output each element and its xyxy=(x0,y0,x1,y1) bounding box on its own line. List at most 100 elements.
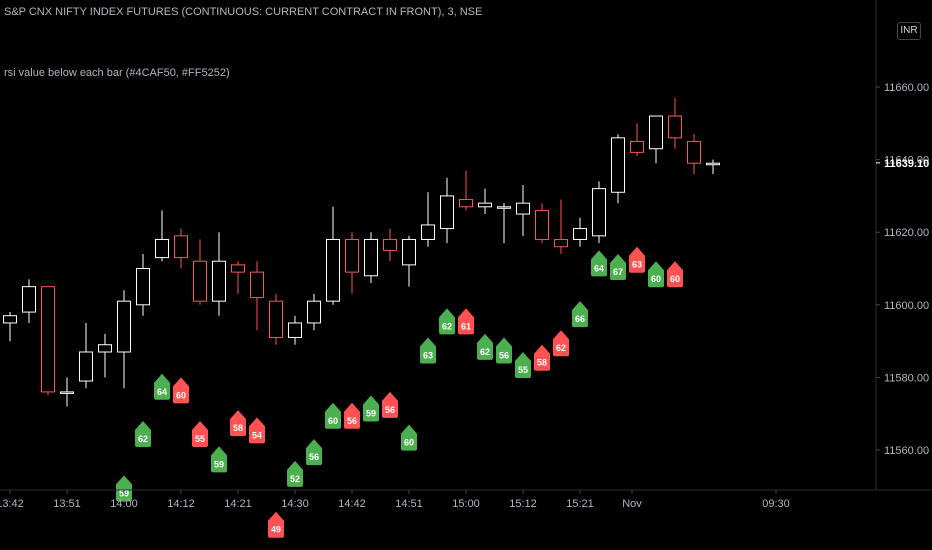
rsi-label-value: 59 xyxy=(214,459,224,469)
candle-body xyxy=(231,264,245,273)
rsi-label-shape xyxy=(420,337,436,364)
candle xyxy=(212,232,226,316)
candle-body xyxy=(117,300,131,353)
rsi-label-shape xyxy=(401,424,417,451)
candle-body xyxy=(288,322,302,338)
rsi-label: 62 xyxy=(553,330,569,357)
candle xyxy=(497,203,511,244)
candle-body xyxy=(345,238,359,273)
candle xyxy=(155,210,169,262)
rsi-label-shape xyxy=(249,417,265,444)
rsi-label-value: 56 xyxy=(385,405,395,415)
rsi-label: 63 xyxy=(629,246,645,273)
candle-body xyxy=(497,206,511,209)
candle-body xyxy=(326,238,340,302)
rsi-label-shape xyxy=(325,402,341,429)
candle-body xyxy=(687,140,701,164)
candle xyxy=(288,315,302,345)
candle-body xyxy=(630,140,644,153)
candle-body xyxy=(307,300,321,324)
rsi-label-value: 60 xyxy=(670,274,680,284)
rsi-label: 59 xyxy=(211,446,227,473)
rsi-label-value: 49 xyxy=(271,525,281,535)
rsi-label: 62 xyxy=(439,308,455,335)
time-tick-label: 13:42 xyxy=(0,498,24,510)
candle xyxy=(383,228,397,262)
price-axis[interactable]: 11560.00 11580.00 11600.00 11620.00 11640.00… xyxy=(876,82,929,457)
rsi-label: 64 xyxy=(154,373,170,400)
candle xyxy=(554,199,568,254)
candle xyxy=(231,261,245,294)
time-tick-label: 13:51 xyxy=(53,498,81,510)
chart-title: S&P CNX NIFTY INDEX FUTURES (CONTINUOUS:… xyxy=(4,6,483,18)
candle-body xyxy=(459,199,473,208)
candle-body xyxy=(478,202,492,208)
rsi-label-shape xyxy=(667,261,683,288)
rsi-label-shape xyxy=(458,308,474,335)
candle-body xyxy=(516,202,530,215)
rsi-label-shape xyxy=(344,402,360,429)
candle xyxy=(611,134,625,204)
rsi-label-shape xyxy=(116,475,132,502)
candle xyxy=(269,293,283,345)
candle xyxy=(706,159,720,175)
rsi-label-value: 55 xyxy=(195,434,205,444)
candle xyxy=(307,293,321,331)
rsi-label: 56 xyxy=(344,402,360,429)
rsi-label-value: 56 xyxy=(499,350,509,360)
price-tick-label: 11600.00 xyxy=(884,300,929,312)
time-tick-label: 14:00 xyxy=(110,498,138,510)
candle-body xyxy=(250,271,264,299)
candle xyxy=(250,261,264,331)
time-tick-label: 14:30 xyxy=(281,498,309,510)
candle-body xyxy=(611,137,625,193)
rsi-label-value: 62 xyxy=(480,347,490,357)
currency-button[interactable]: INR xyxy=(897,22,921,40)
rsi-label-shape xyxy=(629,246,645,273)
candle-body xyxy=(98,344,112,353)
candle xyxy=(41,286,55,396)
candle xyxy=(421,192,435,247)
rsi-label-shape xyxy=(192,420,208,447)
candle xyxy=(402,235,416,287)
candle-body xyxy=(212,260,226,302)
last-price-label: 11639.10 xyxy=(884,158,929,170)
candle-body xyxy=(402,238,416,266)
rsi-label-value: 64 xyxy=(157,387,167,397)
rsi-label-shape xyxy=(287,460,303,487)
candle-body xyxy=(573,228,587,240)
rsi-label: 55 xyxy=(515,351,531,378)
price-tick-label: 11560.00 xyxy=(884,445,929,457)
candle-body xyxy=(41,286,55,393)
rsi-label-shape xyxy=(154,373,170,400)
candle xyxy=(22,279,36,323)
candle-body xyxy=(22,286,36,313)
time-tick-label: 09:30 xyxy=(762,498,790,510)
candle-body xyxy=(440,195,454,230)
candle-body xyxy=(60,391,74,394)
rsi-label-value: 66 xyxy=(575,314,585,324)
candle xyxy=(364,232,378,284)
candle xyxy=(573,217,587,247)
rsi-label: 56 xyxy=(306,439,322,466)
rsi-label-value: 56 xyxy=(347,416,357,426)
candle-body xyxy=(554,238,568,248)
candle-body xyxy=(535,209,549,240)
rsi-label-shape xyxy=(648,261,664,288)
price-tick-label: 11580.00 xyxy=(884,372,929,384)
candle xyxy=(174,228,188,269)
rsi-label-value: 67 xyxy=(613,267,623,277)
rsi-label-shape xyxy=(173,377,189,404)
time-axis[interactable]: 13:42 13:51 14:00 14:12 14:21 14:30 14:42 14:51… xyxy=(0,490,790,510)
rsi-label-value: 62 xyxy=(442,321,452,331)
indicator-legend: rsi value below each bar (#4CAF50, #FF52… xyxy=(4,67,230,79)
candle-body xyxy=(649,115,663,150)
price-tick-label: 11640.00 xyxy=(884,155,929,167)
candle xyxy=(117,290,131,389)
rsi-label-shape xyxy=(610,253,626,280)
rsi-label-value: 60 xyxy=(328,416,338,426)
rsi-label: 60 xyxy=(173,377,189,404)
time-tick-label: 15:12 xyxy=(509,498,537,510)
rsi-label-value: 62 xyxy=(556,343,566,353)
